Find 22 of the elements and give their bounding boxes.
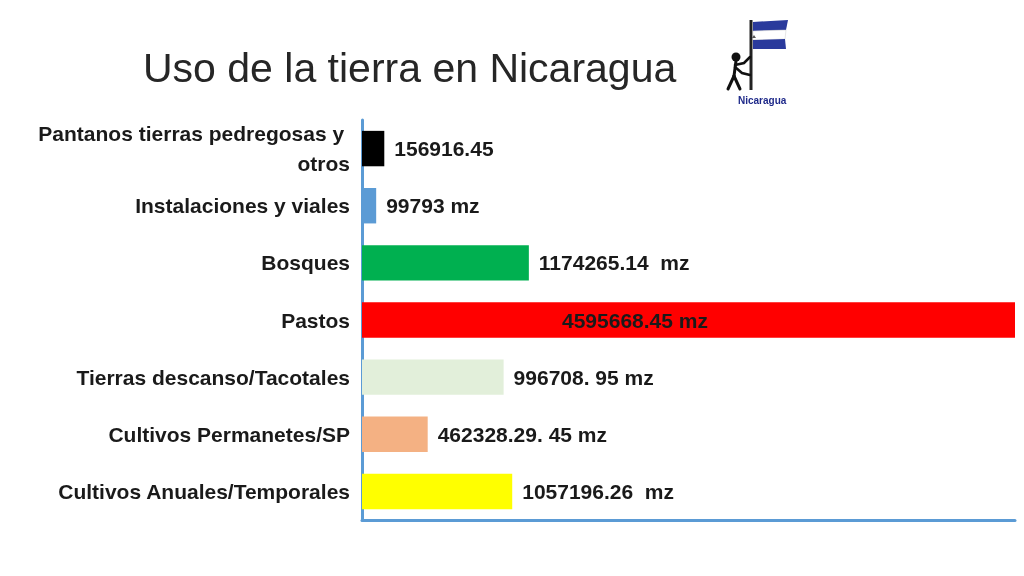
y-tick-label: Bosques [261, 251, 350, 275]
data-label: 1057196.26 mz [522, 479, 675, 503]
bar [362, 416, 428, 452]
data-label: 156916.45 [394, 137, 494, 161]
bar [362, 302, 1015, 338]
y-tick-label: Cultivos Permanetes/SP [108, 422, 350, 446]
y-tick-label: Instalaciones y viales [135, 194, 350, 218]
y-tick-label: Pantanos tierras pedregosas y otros [38, 122, 350, 176]
y-tick-label: Pastos [281, 308, 350, 332]
data-label: 462328.29. 45 mz [437, 422, 607, 446]
bar [362, 359, 504, 395]
data-label: 4595668.45 mz [562, 308, 708, 332]
text: Nicaragua [738, 94, 787, 106]
bar [362, 130, 385, 167]
data-label: 99793 mz [386, 194, 480, 218]
chart-title: Uso de la tierra en Nicaragua [143, 44, 677, 91]
data-label: 996708. 95 mz [513, 365, 654, 389]
y-tick-label: Tierras descanso/Tacotales [76, 365, 350, 389]
bar [362, 245, 529, 281]
y-tick-label: Cultivos Anuales/Temporales [58, 479, 350, 503]
bar [362, 473, 513, 510]
data-label: 1174265.14 mz [538, 251, 690, 275]
